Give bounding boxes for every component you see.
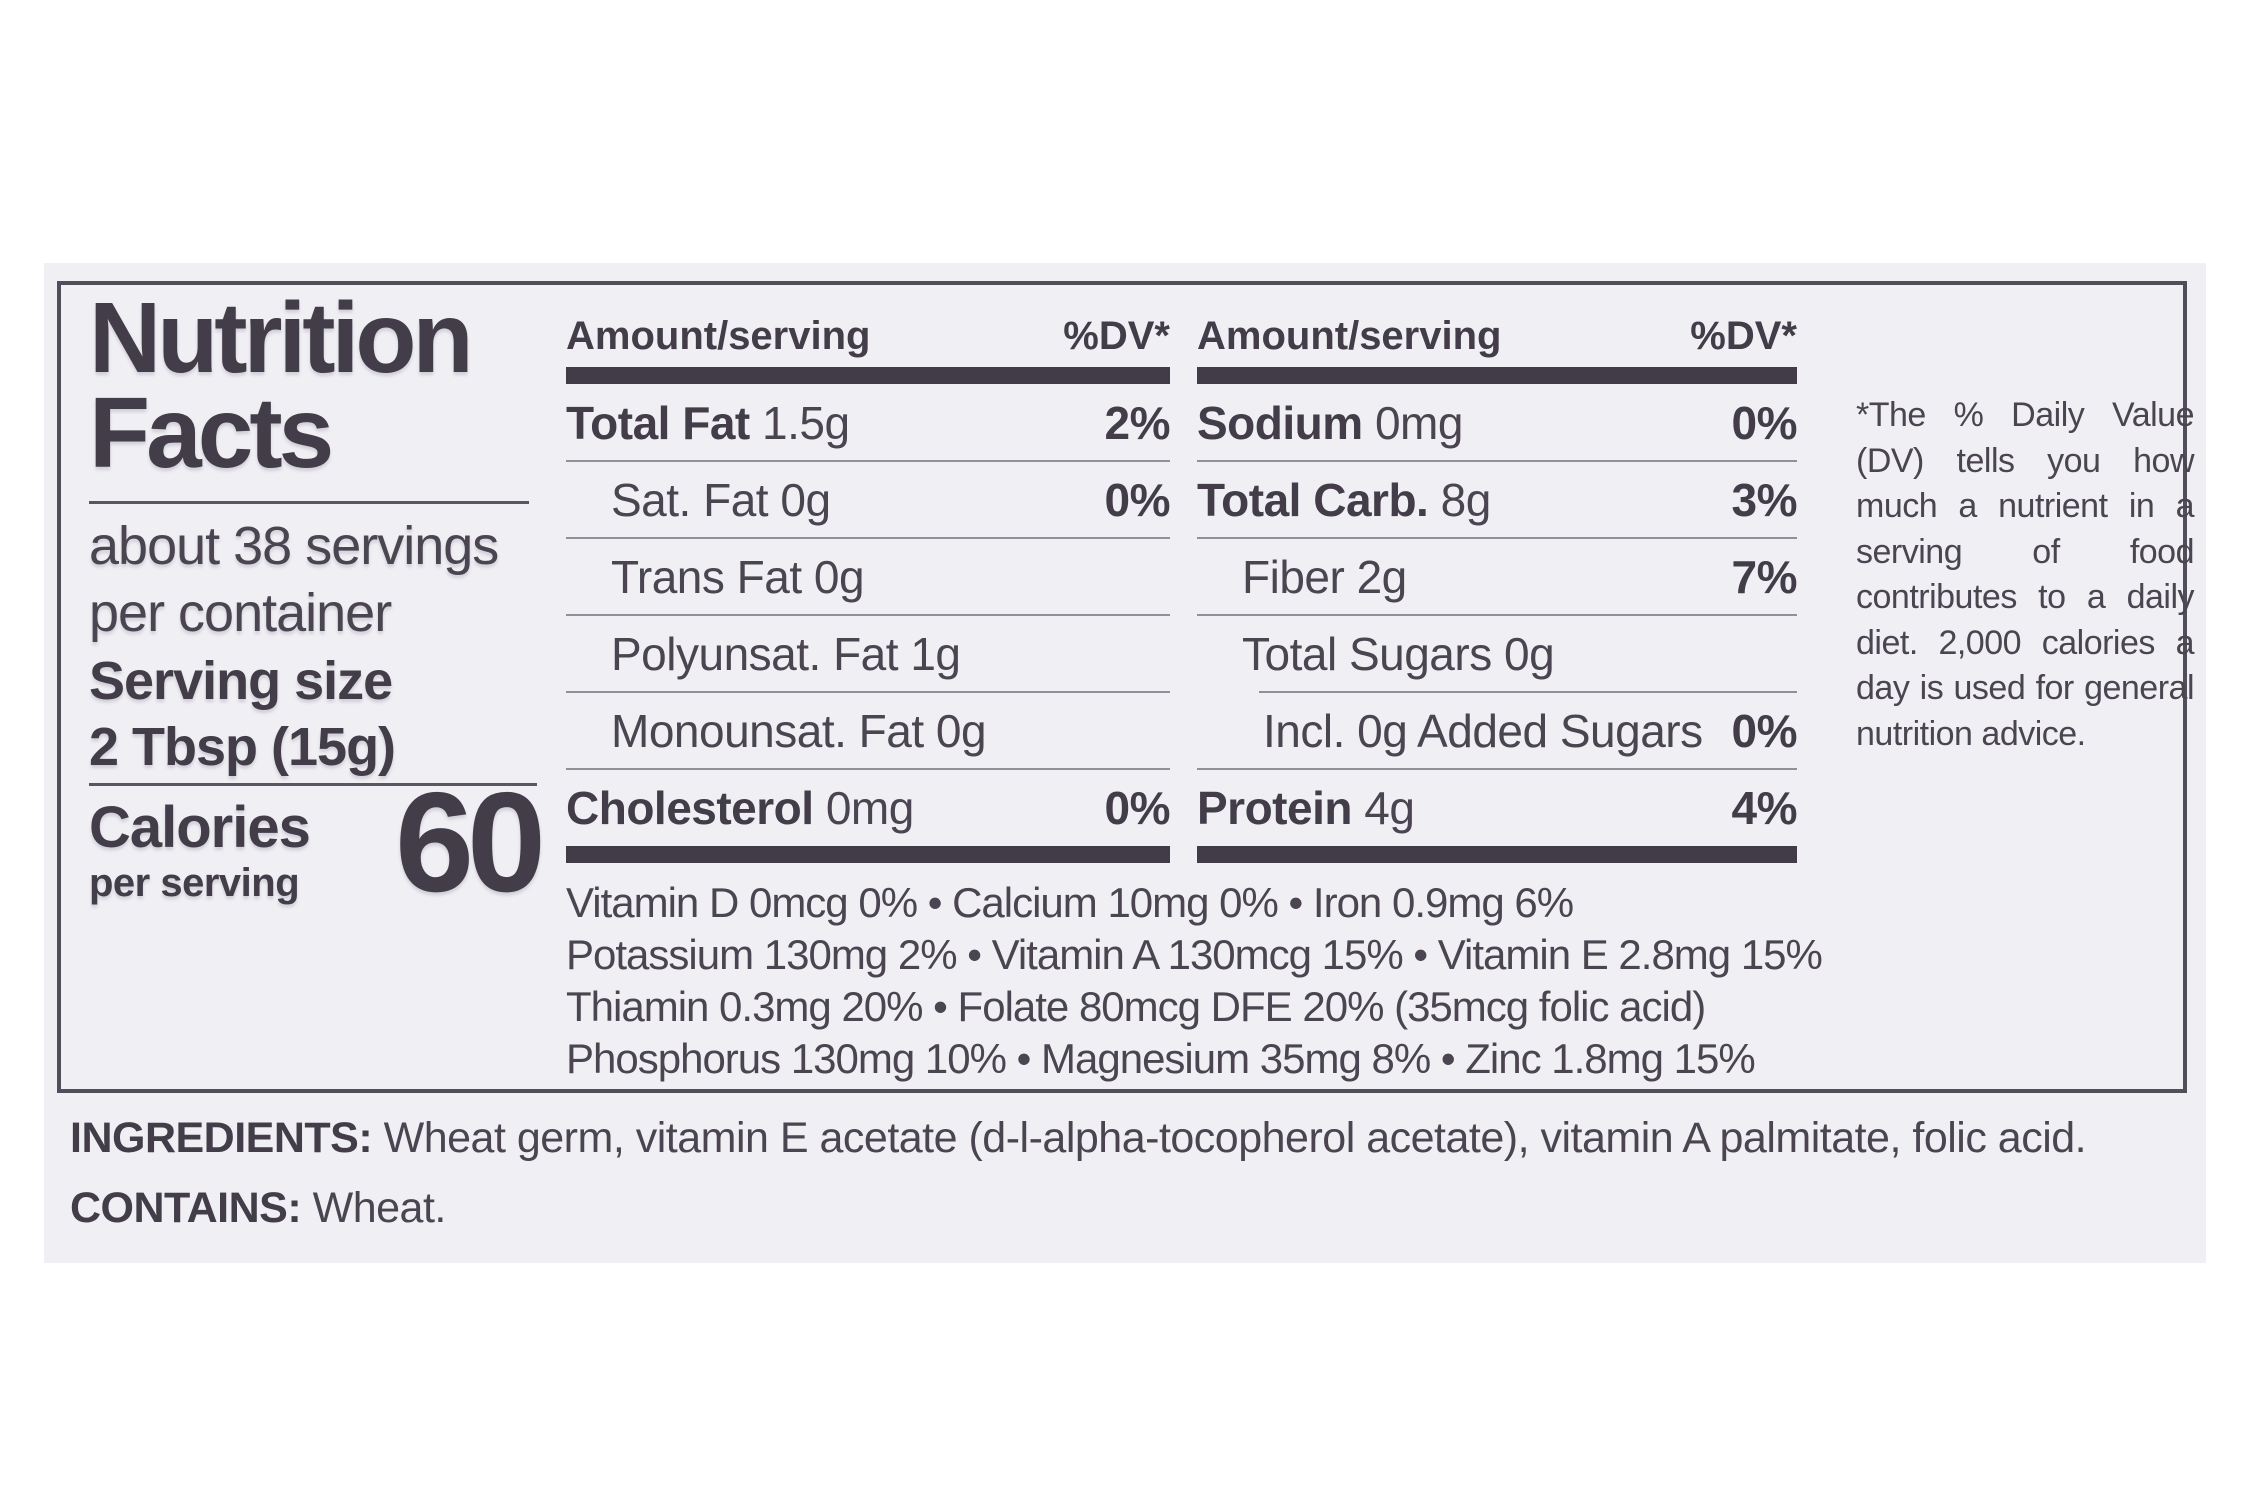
nutrition-facts-box: Nutrition Facts about 38 servings per co… bbox=[57, 281, 2195, 1093]
nutrition-facts-title: Nutrition Facts bbox=[89, 282, 474, 489]
column-header-amount: Amount/serving bbox=[566, 314, 871, 358]
nutrient-row-total-sugars: Total Sugars 0g bbox=[1197, 614, 1797, 692]
ingredients-text: Wheat germ, vitamin E acetate (d-l-alpha… bbox=[372, 1114, 2087, 1162]
header-bar bbox=[1197, 367, 1797, 384]
nutrient-name: Fiber bbox=[1242, 550, 1345, 603]
nutrient-row-added-sugars: Incl. 0g Added Sugars 0% bbox=[1197, 691, 1798, 769]
nutrient-name: Total Carb. bbox=[1197, 473, 1429, 526]
nutrient-column-2: Amount/serving %DV* Sodium 0mg 0% Total … bbox=[1197, 314, 1798, 863]
daily-value-footnote: *The % Daily Value (DV) tells you how mu… bbox=[1856, 396, 2195, 753]
nutrient-row-sat-fat: Sat. Fat 0g 0% bbox=[566, 460, 1171, 538]
nutrient-row-protein: Protein 4g 4% bbox=[1197, 768, 1798, 846]
contains-text: Wheat. bbox=[301, 1183, 447, 1232]
column-header: Amount/serving %DV* bbox=[566, 314, 1170, 367]
nutrient-name: Cholesterol bbox=[566, 781, 814, 834]
nutrient-row-total-fat: Total Fat 1.5g 2% bbox=[566, 384, 1171, 461]
nutrient-row-total-carb: Total Carb. 8g 3% bbox=[1197, 460, 1798, 538]
nutrient-amount: 0mg bbox=[1362, 396, 1464, 449]
nutrient-dv: 0% bbox=[1104, 781, 1171, 834]
nutrient-dv: 2% bbox=[1104, 396, 1171, 449]
ingredients-block: INGREDIENTS: Wheat germ, vitamin E aceta… bbox=[70, 1104, 2230, 1243]
nutrient-name: Sat. Fat bbox=[611, 473, 769, 526]
nutrient-column-1: Amount/serving %DV* Total Fat 1.5g 2% Sa… bbox=[566, 314, 1171, 863]
nutrient-dv: 4% bbox=[1731, 781, 1798, 834]
nutrient-row-polyunsat-fat: Polyunsat. Fat 1g bbox=[566, 614, 1170, 692]
servings-per-container: about 38 servings per container bbox=[89, 516, 499, 643]
column-header-dv: %DV* bbox=[1690, 314, 1797, 358]
serving-size-value: 2 Tbsp (15g) bbox=[89, 716, 396, 777]
column-header: Amount/serving %DV* bbox=[1197, 314, 1797, 367]
header-bar bbox=[566, 367, 1170, 384]
column-bottom-bar bbox=[566, 846, 1170, 863]
serving-size-block: Serving size 2 Tbsp (15g) bbox=[89, 649, 559, 781]
column-bottom-bar bbox=[1197, 846, 1797, 863]
nutrient-amount: 1.5g bbox=[749, 396, 850, 449]
nutrient-dv: 0% bbox=[1104, 473, 1171, 526]
nutrient-name: Total Sugars bbox=[1242, 627, 1492, 680]
column-header-dv: %DV* bbox=[1063, 314, 1170, 358]
nutrient-dv: 0% bbox=[1731, 704, 1798, 757]
micronutrients-line-2: Potassium 130mg 2% • Vitamin A 130mcg 15… bbox=[566, 931, 1823, 978]
nutrient-row-sodium: Sodium 0mg 0% bbox=[1197, 384, 1798, 461]
serving-size-label: Serving size bbox=[89, 651, 393, 711]
nutrient-name: Sodium bbox=[1197, 396, 1363, 449]
nutrient-row-cholesterol: Cholesterol 0mg 0% bbox=[566, 768, 1171, 846]
calories-sublabel: per serving bbox=[89, 861, 300, 905]
nutrient-amount: 0g bbox=[1491, 627, 1555, 680]
nutrient-name: Total Fat bbox=[566, 396, 750, 449]
title-divider bbox=[89, 501, 529, 504]
nutrient-row-monounsat-fat: Monounsat. Fat 0g bbox=[566, 691, 1170, 769]
nutrient-amount: 4g bbox=[1351, 781, 1415, 834]
nutrient-amount: 1g bbox=[898, 627, 961, 680]
nutrient-name: Protein bbox=[1197, 781, 1352, 834]
nutrient-name: Monounsat. Fat bbox=[611, 704, 924, 757]
nutrient-amount: 0mg bbox=[813, 781, 915, 834]
ingredients-label: INGREDIENTS: bbox=[70, 1114, 373, 1162]
contains-line: CONTAINS: Wheat. bbox=[70, 1174, 2230, 1244]
micronutrients-block: Vitamin D 0mcg 0% • Calcium 10mg 0% • Ir… bbox=[566, 877, 1856, 1085]
nutrient-amount: 8g bbox=[1428, 473, 1492, 526]
calories-divider bbox=[89, 783, 537, 786]
micronutrients-line-4: Phosphorus 130mg 10% • Magnesium 35mg 8%… bbox=[566, 1035, 1756, 1082]
micronutrients-line-3: Thiamin 0.3mg 20% • Folate 80mcg DFE 20%… bbox=[566, 983, 1706, 1030]
nutrient-dv: 7% bbox=[1731, 550, 1798, 603]
nutrient-amount: 0g bbox=[768, 473, 831, 526]
nutrient-amount: 0g bbox=[801, 550, 865, 603]
nutrient-dv: 3% bbox=[1731, 473, 1798, 526]
nutrient-name: Trans Fat bbox=[611, 550, 802, 603]
calories-label: Calories bbox=[89, 795, 311, 860]
nutrient-name: Polyunsat. Fat bbox=[611, 627, 899, 680]
nutrient-amount: 2g bbox=[1344, 550, 1408, 603]
nutrient-amount: 0g bbox=[923, 704, 987, 757]
nutrient-row-trans-fat: Trans Fat 0g bbox=[566, 537, 1170, 615]
nutrient-name: Incl. 0g Added Sugars bbox=[1263, 704, 1703, 757]
micronutrients-line-1: Vitamin D 0mcg 0% • Calcium 10mg 0% • Ir… bbox=[566, 879, 1574, 926]
nutrient-row-fiber: Fiber 2g 7% bbox=[1197, 537, 1798, 615]
ingredients-line: INGREDIENTS: Wheat germ, vitamin E aceta… bbox=[70, 1104, 2230, 1174]
column-header-amount: Amount/serving bbox=[1197, 314, 1502, 358]
contains-label: CONTAINS: bbox=[70, 1183, 302, 1232]
nutrient-dv: 0% bbox=[1731, 396, 1798, 449]
calories-value: 60 bbox=[395, 763, 546, 922]
